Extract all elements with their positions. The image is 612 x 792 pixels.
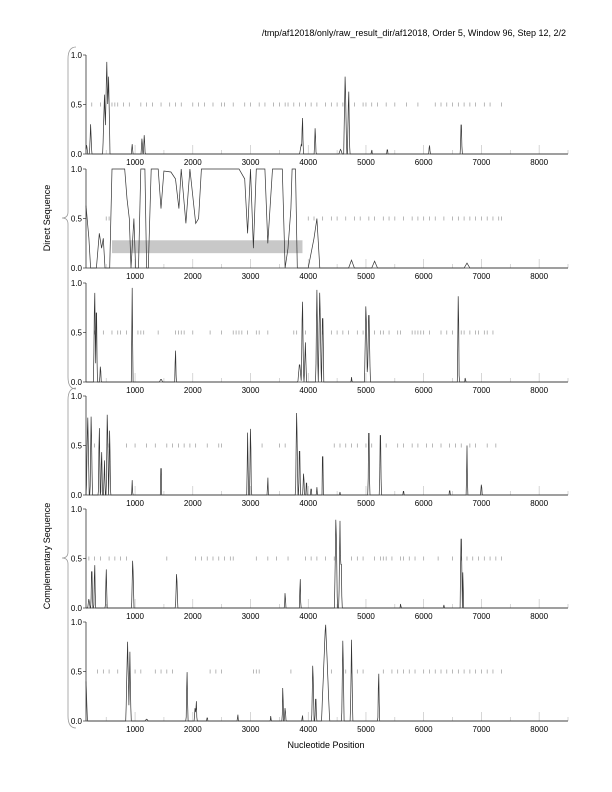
y-tick-label: 0.0 (71, 264, 83, 273)
x-tick-label: 6000 (415, 158, 433, 167)
y-tick-label: 0.0 (71, 150, 83, 159)
y-tick-label: 0.5 (71, 555, 83, 564)
y-tick-label: 1.0 (71, 51, 83, 60)
x-axis-label: Nucleotide Position (287, 740, 365, 750)
y-tick-label: 1.0 (71, 618, 83, 627)
chart-title: /tmp/af12018/only/raw_result_dir/af12018… (261, 28, 566, 38)
x-tick-label: 8000 (530, 272, 548, 281)
x-tick-label: 4000 (299, 612, 317, 621)
x-tick-label: 2000 (184, 158, 202, 167)
group-brace-0 (61, 46, 77, 390)
x-tick-label: 8000 (530, 612, 548, 621)
y-tick-label: 0.0 (71, 491, 83, 500)
x-tick-label: 8000 (530, 499, 548, 508)
x-tick-label: 6000 (415, 386, 433, 395)
x-tick-label: 3000 (242, 386, 260, 395)
x-tick-label: 6000 (415, 272, 433, 281)
x-tick-label: 1000 (126, 158, 144, 167)
panel-6: 0.0 0.5 1.0 1000 2000 3000 4000 5000 6000 7000 800… (71, 618, 569, 734)
y-tick-label: 1.0 (71, 505, 83, 514)
x-tick-label: 6000 (415, 725, 433, 734)
y-tick-label: 0.0 (71, 378, 83, 387)
x-tick-label: 4000 (299, 499, 317, 508)
series-line (85, 412, 568, 496)
x-tick-label: 1000 (126, 386, 144, 395)
y-tick-label: 0.5 (71, 101, 83, 110)
x-tick-label: 3000 (242, 612, 260, 621)
y-tick-label: 0.5 (71, 668, 83, 677)
x-tick-label: 4000 (299, 158, 317, 167)
x-tick-label: 4000 (299, 386, 317, 395)
highlight-band (111, 240, 303, 254)
x-tick-label: 7000 (473, 272, 491, 281)
x-tick-label: 2000 (184, 386, 202, 395)
x-tick-label: 1000 (126, 272, 144, 281)
panel-1: 0.0 0.5 1.0 1000 2000 3000 4000 5000 6000 7000 800… (71, 51, 569, 167)
y-tick-label: 0.5 (71, 442, 83, 451)
series-line (86, 287, 568, 383)
x-tick-label: 4000 (299, 725, 317, 734)
x-tick-label: 7000 (473, 725, 491, 734)
x-tick-label: 7000 (473, 612, 491, 621)
panel-3: 0.0 0.5 1.0 1000 2000 3000 4000 5000 6000 7000 800… (71, 279, 569, 395)
y-tick-label: 0.5 (71, 215, 83, 224)
y-tick-label: 0.0 (71, 717, 83, 726)
x-tick-label: 5000 (357, 158, 375, 167)
group-brace-1 (61, 387, 77, 729)
x-tick-label: 1000 (126, 499, 144, 508)
series-line (85, 168, 568, 269)
series-line (86, 519, 568, 609)
x-tick-label: 5000 (357, 499, 375, 508)
x-tick-label: 5000 (357, 725, 375, 734)
y-tick-label: 0.5 (71, 329, 83, 338)
x-tick-label: 6000 (415, 499, 433, 508)
panel-4: 0.0 0.5 1.0 1000 2000 3000 4000 5000 6000 7000 800… (71, 392, 569, 508)
x-tick-label: 7000 (473, 499, 491, 508)
series-line (85, 61, 568, 155)
x-tick-label: 2000 (184, 499, 202, 508)
panel-2: 0.0 0.5 1.0 1000 2000 3000 4000 5000 6000 7000 800… (71, 165, 569, 281)
x-tick-label: 1000 (126, 725, 144, 734)
x-tick-label: 2000 (184, 272, 202, 281)
x-tick-label: 8000 (530, 725, 548, 734)
x-tick-label: 5000 (357, 386, 375, 395)
y-tick-label: 0.0 (71, 604, 83, 613)
y-tick-label: 1.0 (71, 165, 83, 174)
x-tick-label: 3000 (242, 272, 260, 281)
x-tick-label: 5000 (357, 612, 375, 621)
panel-5: 0.0 0.5 1.0 1000 2000 3000 4000 5000 6000 7000 800… (71, 505, 569, 621)
x-tick-label: 7000 (473, 158, 491, 167)
x-tick-label: 1000 (126, 612, 144, 621)
x-tick-label: 8000 (530, 158, 548, 167)
x-tick-label: 3000 (242, 499, 260, 508)
x-tick-label: 2000 (184, 612, 202, 621)
x-tick-label: 5000 (357, 272, 375, 281)
x-tick-label: 6000 (415, 612, 433, 621)
x-tick-label: 3000 (242, 725, 260, 734)
series-line (85, 624, 568, 722)
x-tick-label: 7000 (473, 386, 491, 395)
y-tick-label: 1.0 (71, 279, 83, 288)
y-tick-label: 1.0 (71, 392, 83, 401)
x-tick-label: 8000 (530, 386, 548, 395)
x-tick-label: 2000 (184, 725, 202, 734)
x-tick-label: 3000 (242, 158, 260, 167)
x-tick-label: 4000 (299, 272, 317, 281)
